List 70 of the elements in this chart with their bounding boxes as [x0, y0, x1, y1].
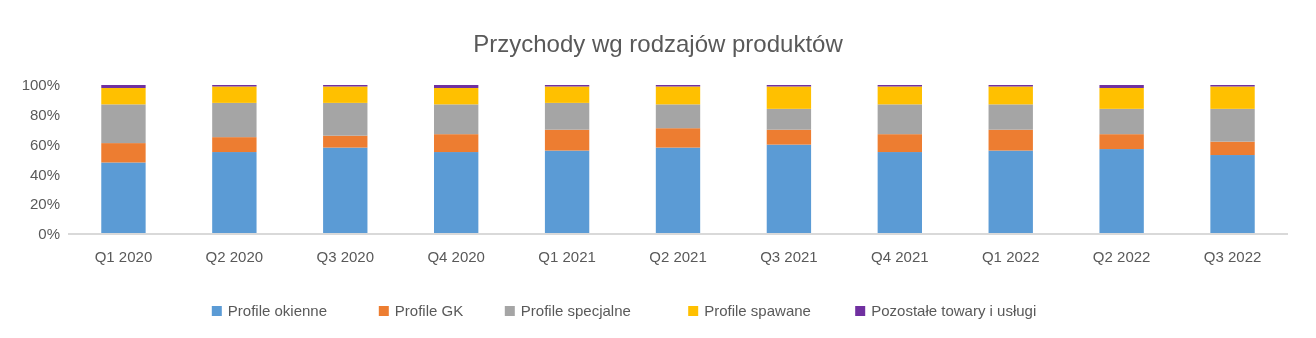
bar [101, 162, 146, 234]
legend-label: Profile spawane [704, 302, 811, 319]
bar [766, 144, 812, 234]
bar [877, 134, 922, 153]
y-tick-label: 20% [29, 195, 60, 213]
bar [655, 147, 701, 234]
bar [988, 86, 1033, 105]
bar [544, 86, 590, 103]
x-tick-label: Q1 2021 [538, 248, 596, 265]
legend-label: Profile okienne [227, 302, 328, 319]
bar [655, 104, 701, 129]
bar [101, 85, 146, 88]
bar [434, 104, 479, 135]
y-tick-label: 0% [38, 225, 60, 243]
bar [101, 104, 146, 144]
x-tick-label: Q3 2020 [316, 248, 375, 265]
bar [323, 147, 368, 234]
x-tick-label: Q2 2022 [1092, 248, 1151, 265]
bar [655, 86, 701, 105]
x-tick-label: Q4 2021 [871, 248, 929, 265]
bar [544, 150, 590, 234]
x-tick-label: Q2 2021 [649, 248, 707, 265]
bar [766, 129, 812, 145]
y-tick-label: 100% [21, 76, 60, 94]
x-tick-label: Q3 2021 [760, 248, 818, 265]
bar [1099, 134, 1144, 150]
legend-label: Profile GK [394, 302, 464, 319]
bar [323, 86, 368, 103]
bar [212, 102, 257, 138]
y-tick-label: 40% [29, 165, 60, 183]
bar [877, 104, 922, 135]
legend-label: Profile specjalne [520, 302, 631, 319]
bar [434, 87, 479, 105]
bar [323, 135, 368, 148]
x-tick-label: Q4 2020 [427, 248, 485, 265]
bar [1099, 85, 1144, 88]
bar [1210, 141, 1255, 156]
x-tick-label: Q1 2022 [981, 248, 1040, 265]
y-tick-label: 80% [29, 106, 60, 124]
bar [988, 129, 1033, 151]
bar [766, 108, 812, 130]
bar [877, 152, 922, 234]
x-tick-label: Q2 2020 [205, 248, 264, 265]
bar [434, 85, 479, 88]
bar [212, 152, 257, 234]
bar [101, 143, 146, 163]
bar [1099, 87, 1144, 109]
bar [766, 86, 812, 109]
bar [323, 102, 368, 136]
bar [988, 150, 1033, 234]
bar [212, 137, 257, 153]
bar [1210, 86, 1255, 109]
bar [212, 86, 257, 103]
bar [1210, 108, 1255, 142]
chart-title: Przychody wg rodzajów produktów [473, 30, 844, 57]
bar [544, 102, 590, 130]
bar [877, 86, 922, 105]
legend-label: Pozostałe towary i usługi [871, 302, 1037, 319]
bar [1099, 108, 1144, 135]
bar [1210, 155, 1255, 234]
bar [1099, 149, 1144, 234]
x-tick-label: Q1 2020 [94, 248, 153, 265]
bar [988, 104, 1033, 130]
y-tick-label: 60% [29, 135, 60, 153]
x-tick-label: Q3 2022 [1203, 248, 1262, 265]
bar [434, 152, 479, 234]
bar [434, 134, 479, 153]
bar [101, 87, 146, 105]
bar [655, 128, 701, 148]
bar [544, 129, 590, 151]
